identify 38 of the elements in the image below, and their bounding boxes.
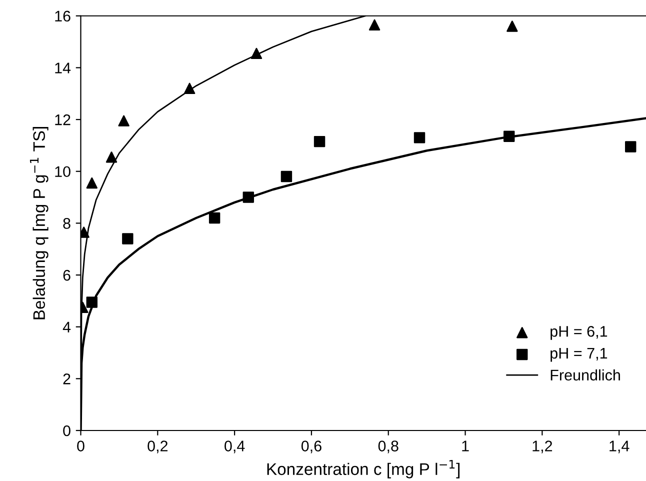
legend-label: Freundlich: [550, 369, 620, 381]
y-tick-label: 14: [55, 62, 71, 74]
x-tick-label: 1,4: [610, 440, 630, 454]
y-tick-label: 2: [63, 374, 70, 384]
point: [184, 82, 196, 94]
point: [368, 19, 380, 31]
x-tick-label: 0,4: [224, 440, 245, 454]
y-axis-title: Beladung q [mg P g$^{−1}$ TS]: [30, 127, 48, 320]
point: [208, 212, 220, 224]
y-tick-label: 12: [55, 114, 70, 126]
point: [86, 296, 98, 308]
point: [250, 48, 262, 60]
point: [506, 20, 518, 32]
y-tick-label: 8: [63, 218, 70, 229]
point: [414, 132, 426, 144]
point: [504, 130, 515, 142]
y-tick-label: 16: [55, 10, 70, 22]
y-tick-label: 4: [62, 322, 71, 332]
x-tick-label: 1: [462, 440, 469, 452]
legend-label: pH = 7,1: [550, 348, 608, 362]
x-tick-label: 0,2: [148, 440, 168, 454]
x-tick-label: 0: [77, 440, 84, 452]
point: [314, 136, 326, 148]
y-tick-label: 10: [55, 166, 70, 178]
y-tick-label: 6: [63, 270, 70, 281]
point: [242, 192, 254, 203]
x-axis-title: Konzentration c [mg P l$^{−1}$]: [267, 460, 460, 478]
point: [118, 115, 130, 126]
x-tick-label: 0,8: [378, 440, 398, 454]
point: [86, 177, 98, 189]
x-tick-label: 0,6: [301, 440, 322, 454]
point: [280, 170, 292, 182]
point: [625, 141, 636, 152]
x-tick-label: 1,2: [532, 440, 552, 454]
point: [122, 233, 134, 244]
point: [106, 152, 118, 163]
y-tick-label: 0: [63, 425, 70, 436]
legend-label: pH = 6,1: [550, 326, 608, 340]
